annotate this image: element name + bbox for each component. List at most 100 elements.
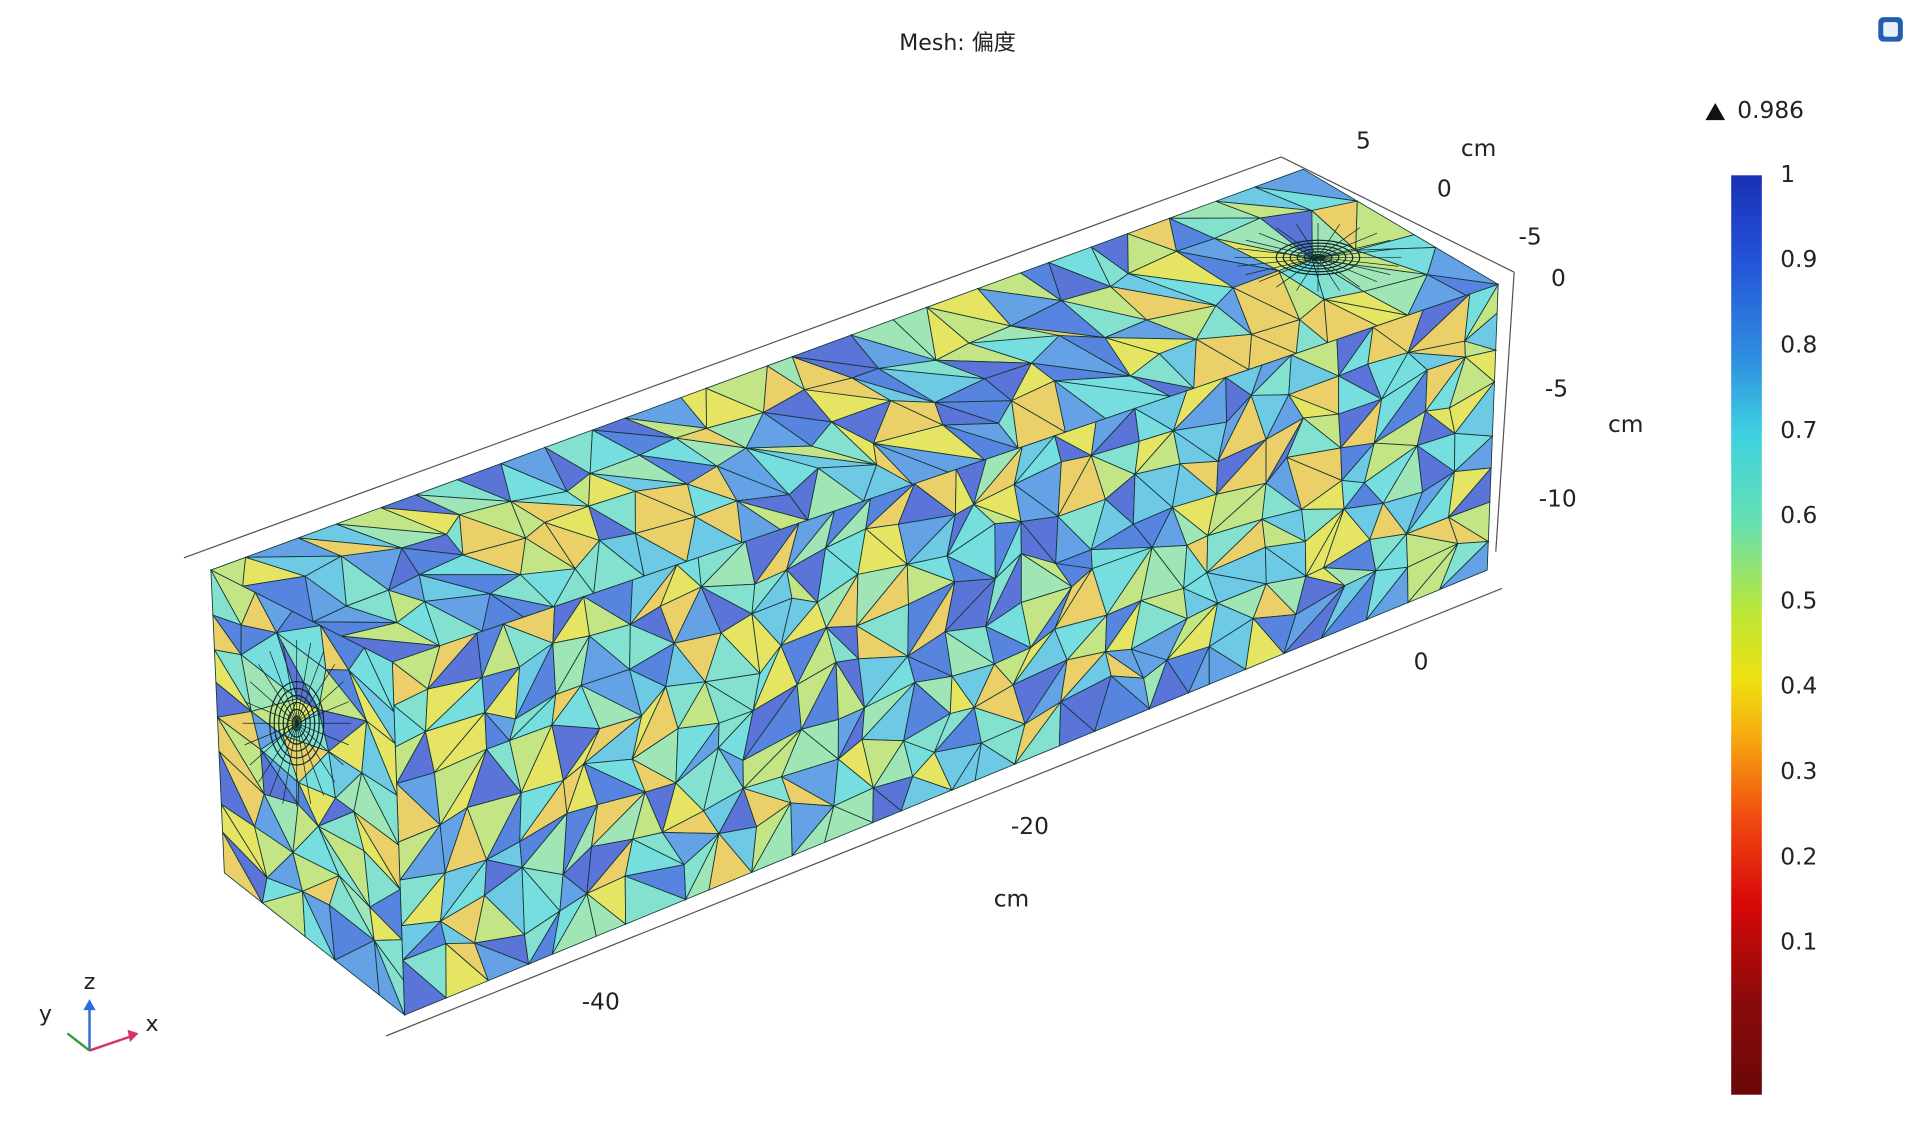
refined-mesh [1237,257,1319,267]
icon-inner[interactable] [1883,22,1898,37]
colorbar: 0.986 1 0.9 0.8 0.7 0.6 0.5 0.4 0.3 0.2 0.1 [1705,97,1817,1095]
refined-mesh [244,701,297,724]
refined-mesh [1258,257,1319,283]
bounding-box [183,156,1515,1037]
z-unit: cm [1608,411,1643,438]
refined-mesh [269,723,298,796]
colorbar-label: 0.8 [1780,331,1817,358]
triad-y [66,1032,91,1052]
refined-mesh [1317,257,1391,275]
refined-mesh [1245,257,1319,275]
refined-mesh [1317,257,1340,291]
y-tick-label: 0 [1437,176,1452,203]
refined-mesh [1317,227,1360,258]
max-marker [1705,102,1726,121]
mesh-element [1058,701,1096,747]
y-tick-label: 5 [1356,128,1371,155]
z-tick-label: -10 [1539,486,1577,513]
mesh-element [373,940,406,1017]
mesh-element [872,786,902,824]
triad-y-label: y [39,1002,52,1027]
mesh [209,168,1500,1017]
refined-mesh [1296,224,1319,258]
x-tick-label: -20 [1011,813,1049,840]
refined-mesh [269,650,298,724]
triad-x-label: x [145,1012,158,1037]
colorbar-label: 0.1 [1780,929,1817,956]
axis-line [183,156,1282,559]
refined-mesh [1237,248,1319,258]
refined-mesh [282,723,298,804]
mesh-element [1439,540,1489,591]
triad-z-head [83,999,96,1011]
refined-mesh [296,723,344,766]
mesh-element [974,742,1016,782]
mesh-element [708,832,753,891]
x-tick-label: -40 [582,988,620,1015]
colorbar-label: 0.2 [1780,843,1817,870]
refined-mesh [296,681,344,724]
refined-mesh [296,722,349,746]
triad-x-head [127,1029,139,1043]
colorbar-label: 0.9 [1780,246,1817,273]
refined-mesh [1317,224,1340,258]
mesh-element [624,875,687,925]
refined-mesh [249,681,297,724]
axis-triad: z x y [39,970,159,1052]
triad-x [89,1034,133,1052]
max-label: 0.986 [1737,97,1804,124]
refined-mesh [1317,257,1360,288]
x-unit: cm [994,885,1029,912]
refined-mesh [1258,232,1319,258]
refined-mesh [249,723,297,766]
refined-mesh [244,722,297,746]
axis-line [1495,272,1515,552]
colorbar-labels: 1 0.9 0.8 0.7 0.6 0.5 0.4 0.3 0.2 0.1 [1780,161,1817,956]
y-tick-label: -5 [1519,223,1542,250]
refined-mesh [1317,248,1399,258]
mesh-element [302,891,336,961]
mesh-element [222,831,263,904]
refined-mesh [296,650,325,724]
refined-mesh [282,642,298,724]
mesh-element [1093,675,1151,733]
refined-mesh [296,723,312,804]
refined-mesh [1317,257,1399,267]
z-tick-label: 0 [1551,265,1566,292]
refined-mesh [1317,232,1378,258]
mesh-element [1244,617,1285,671]
mesh-element [473,942,530,982]
mesh-element [586,892,627,937]
mesh-element [1208,645,1247,685]
y-unit: cm [1461,135,1496,162]
refined-mesh [1296,257,1319,291]
refined-mesh [296,642,312,724]
refined-mesh [296,701,349,724]
window-icon[interactable] [1878,17,1903,42]
title: Mesh: 偏度 [899,31,1016,56]
axis-line [385,587,1503,1037]
colorbar-label: 0.3 [1780,758,1817,785]
colorbar-label: 0.4 [1780,673,1817,700]
axis-labels: 5 0 -5 cm 0 -5 -10 cm 0 -20 -40 cm [582,128,1644,1016]
refined-mesh [1317,257,1378,283]
colorbar-gradient [1731,175,1762,1095]
refined-mesh [258,664,298,724]
refined-mesh [296,723,336,783]
mesh-element [445,942,490,999]
mesh-element [824,805,874,844]
z-tick-label: -5 [1545,375,1568,402]
refined-mesh [296,664,336,724]
triad-z-label: z [84,970,96,995]
mesh-element [900,775,954,812]
refined-mesh [1276,257,1319,288]
refined-mesh [258,723,298,783]
colorbar-label: 0.6 [1780,502,1817,529]
x-tick-label: 0 [1414,649,1429,676]
refined-mesh [1317,239,1391,258]
colorbar-label: 1 [1780,161,1795,188]
colorbar-label: 0.7 [1780,417,1817,444]
refined-mesh [1276,227,1319,258]
